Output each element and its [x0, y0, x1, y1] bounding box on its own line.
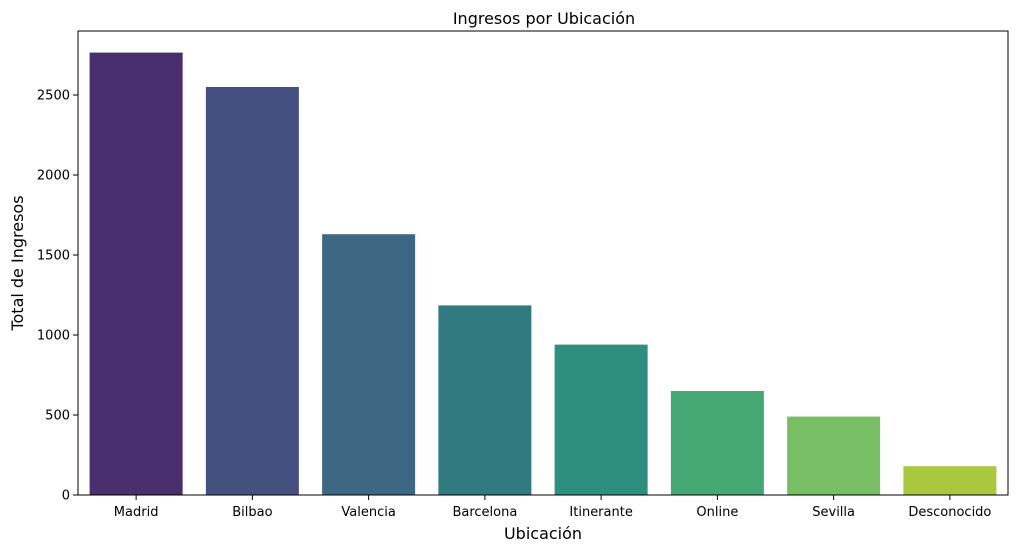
plot-frame: [77, 30, 1009, 496]
y-tick-label: 1000: [37, 329, 70, 344]
y-tick-label: 2000: [37, 169, 70, 184]
bar-bilbao: [205, 87, 299, 495]
x-tick-label: Desconocido: [908, 505, 991, 520]
x-tick-label: Barcelona: [452, 505, 517, 520]
y-tick-label: 2500: [37, 89, 70, 104]
x-tick-label: Sevilla: [812, 505, 855, 520]
bar-madrid: [89, 52, 183, 495]
x-tick-label: Valencia: [341, 505, 395, 520]
y-axis: 0 500 1000 1500 2000 2500: [37, 89, 78, 504]
x-tick-label: Online: [696, 505, 738, 520]
y-tick-label: 1500: [37, 249, 70, 264]
bar-online: [670, 391, 764, 495]
x-tick-label: Madrid: [114, 505, 159, 520]
bar-barcelona: [438, 305, 532, 495]
x-axis-label: Ubicación: [504, 524, 582, 543]
y-axis-label: Total de Ingresos: [8, 195, 27, 331]
y-tick-label: 500: [45, 409, 70, 424]
chart-title: Ingresos por Ubicación: [453, 9, 635, 28]
bar-sevilla: [787, 416, 881, 495]
bars-group: [89, 52, 997, 495]
bar-desconocido: [903, 466, 997, 495]
x-axis: Madrid Bilbao Valencia Barcelona Itinerante O…: [114, 495, 991, 520]
bar-itinerante: [554, 344, 648, 495]
y-tick-label: 0: [62, 489, 70, 504]
x-tick-label: Itinerante: [569, 505, 632, 520]
bar-valencia: [322, 234, 416, 495]
x-tick-label: Bilbao: [232, 505, 272, 520]
